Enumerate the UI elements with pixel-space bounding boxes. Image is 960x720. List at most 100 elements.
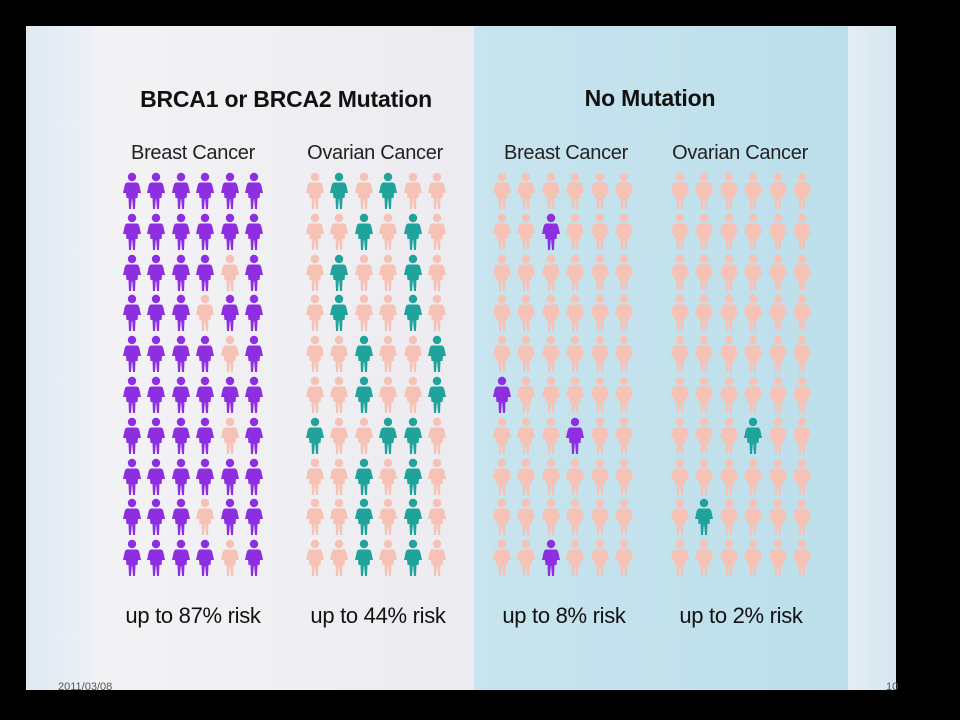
unaffected-figure-icon [493, 254, 511, 291]
affected-figure-icon [403, 539, 422, 577]
unaffected-figure-icon [306, 172, 324, 209]
affected-figure-icon [695, 499, 714, 536]
affected-figure-icon [244, 417, 263, 454]
unaffected-figure-icon [517, 213, 536, 250]
unaffected-figure-icon [493, 458, 511, 495]
unaffected-figure-icon [695, 376, 714, 413]
unaffected-figure-icon [792, 335, 811, 373]
slide: BRCA1 or BRCA2 Mutation No Mutation Brea… [26, 26, 896, 690]
affected-figure-icon [244, 376, 263, 413]
unaffected-figure-icon [768, 213, 787, 250]
affected-figure-icon [244, 335, 263, 373]
unaffected-figure-icon [792, 213, 811, 250]
affected-figure-icon [220, 376, 239, 413]
unaffected-figure-icon [354, 295, 373, 332]
affected-figure-icon [196, 335, 215, 373]
unaffected-figure-icon [427, 172, 446, 209]
unaffected-figure-icon [330, 499, 349, 536]
affected-figure-icon [541, 539, 560, 577]
unaffected-figure-icon [695, 335, 714, 373]
unaffected-figure-icon [330, 539, 349, 577]
unaffected-figure-icon [427, 254, 446, 291]
affected-figure-icon [123, 172, 141, 209]
unaffected-figure-icon [671, 376, 689, 413]
affected-figure-icon [244, 458, 263, 495]
unaffected-figure-icon [695, 458, 714, 495]
unaffected-figure-icon [768, 172, 787, 209]
affected-figure-icon [354, 376, 373, 413]
unaffected-figure-icon [744, 499, 763, 536]
unaffected-figure-icon [792, 458, 811, 495]
unaffected-figure-icon [744, 376, 763, 413]
unaffected-figure-icon [493, 335, 511, 373]
unaffected-figure-icon [671, 213, 689, 250]
unaffected-figure-icon [768, 254, 787, 291]
unaffected-figure-icon [330, 213, 349, 250]
affected-figure-icon [244, 539, 263, 577]
affected-figure-icon [196, 539, 215, 577]
affected-figure-icon [171, 539, 190, 577]
affected-figure-icon [354, 213, 373, 250]
unaffected-figure-icon [493, 172, 511, 209]
affected-figure-icon [171, 417, 190, 454]
unaffected-figure-icon [792, 539, 811, 577]
affected-figure-icon [220, 499, 239, 536]
unaffected-figure-icon [220, 539, 239, 577]
unaffected-figure-icon [566, 499, 585, 536]
unaffected-figure-icon [614, 539, 633, 577]
affected-figure-icon [220, 213, 239, 250]
affected-figure-icon [493, 376, 511, 413]
risk-brca-breast: up to 87% risk [125, 603, 261, 628]
affected-figure-icon [403, 417, 422, 454]
unaffected-figure-icon [403, 172, 422, 209]
unaffected-figure-icon [671, 417, 689, 454]
unaffected-figure-icon [427, 499, 446, 536]
unaffected-figure-icon [590, 254, 609, 291]
affected-figure-icon [244, 295, 263, 332]
affected-figure-icon [147, 458, 166, 495]
affected-figure-icon [330, 295, 349, 332]
affected-figure-icon [244, 499, 263, 536]
unaffected-figure-icon [220, 254, 239, 291]
unaffected-figure-icon [306, 254, 324, 291]
unaffected-figure-icon [566, 213, 585, 250]
unaffected-figure-icon [695, 213, 714, 250]
unaffected-figure-icon [671, 254, 689, 291]
unaffected-figure-icon [614, 172, 633, 209]
affected-figure-icon [244, 213, 263, 250]
affected-figure-icon [196, 254, 215, 291]
affected-figure-icon [427, 376, 446, 413]
affected-figure-icon [244, 254, 263, 291]
risk-none-ovarian: up to 2% risk [679, 603, 803, 628]
unaffected-figure-icon [517, 417, 536, 454]
unaffected-figure-icon [744, 254, 763, 291]
affected-figure-icon [123, 499, 141, 536]
unaffected-figure-icon [792, 254, 811, 291]
unaffected-figure-icon [220, 335, 239, 373]
unaffected-figure-icon [744, 213, 763, 250]
unaffected-figure-icon [744, 539, 763, 577]
unaffected-figure-icon [671, 499, 689, 536]
unaffected-figure-icon [719, 335, 738, 373]
no-mutation-heading: No Mutation [584, 85, 716, 111]
unaffected-figure-icon [517, 172, 536, 209]
unaffected-figure-icon [566, 335, 585, 373]
affected-figure-icon [379, 417, 398, 454]
affected-figure-icon [354, 499, 373, 536]
affected-figure-icon [403, 254, 422, 291]
unaffected-figure-icon [614, 295, 633, 332]
affected-figure-icon [123, 213, 141, 250]
unaffected-figure-icon [306, 539, 324, 577]
footer-date: 2011/03/08 [58, 681, 113, 693]
unaffected-figure-icon [330, 458, 349, 495]
affected-figure-icon [196, 172, 215, 209]
unaffected-figure-icon [719, 295, 738, 332]
unaffected-figure-icon [744, 335, 763, 373]
affected-figure-icon [354, 335, 373, 373]
unaffected-figure-icon [354, 417, 373, 454]
unaffected-figure-icon [614, 417, 633, 454]
affected-figure-icon [171, 213, 190, 250]
unaffected-figure-icon [719, 213, 738, 250]
affected-figure-icon [171, 172, 190, 209]
affected-figure-icon [147, 417, 166, 454]
